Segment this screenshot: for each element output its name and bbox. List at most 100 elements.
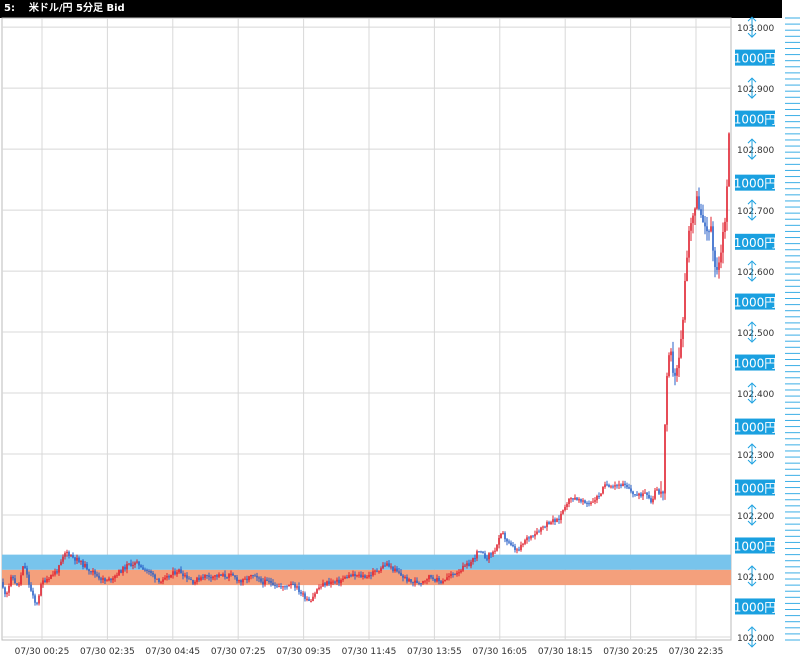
order-badge-label: 1000円 xyxy=(734,113,777,127)
candle-body xyxy=(726,186,728,222)
order-badge[interactable] xyxy=(735,49,775,66)
candle-body xyxy=(136,561,138,563)
candle-body xyxy=(284,586,286,588)
candle-body xyxy=(246,578,248,581)
candle-body xyxy=(534,534,536,537)
candle-body xyxy=(724,221,726,233)
candle-body xyxy=(408,579,410,582)
candle-body xyxy=(168,576,170,578)
candle-body xyxy=(460,570,462,573)
candle-body xyxy=(716,267,718,270)
candle-body xyxy=(96,574,98,576)
candle-body xyxy=(94,570,96,575)
candle-body xyxy=(548,522,550,525)
candle-body xyxy=(100,578,102,580)
candle-body xyxy=(332,581,334,583)
candle-body xyxy=(304,593,306,599)
order-badge[interactable] xyxy=(735,354,775,371)
ladder-arrow-head xyxy=(747,398,757,404)
candle-body xyxy=(456,572,458,575)
order-badge[interactable] xyxy=(735,110,775,127)
candle-body xyxy=(68,551,70,556)
candle-body xyxy=(680,338,682,358)
candle-body xyxy=(338,579,340,584)
candle-body xyxy=(386,563,388,566)
candle-body xyxy=(500,533,502,538)
y-tick-label: 102.600 xyxy=(737,268,774,278)
candle-body xyxy=(372,571,374,576)
ladder-arrow-head xyxy=(747,93,757,99)
candle-body xyxy=(206,574,208,576)
candle-body xyxy=(434,578,436,582)
candle-body xyxy=(542,526,544,528)
candle-body xyxy=(646,492,648,496)
candle-body xyxy=(496,544,498,551)
candle-body xyxy=(578,499,580,501)
candle-body xyxy=(286,586,288,588)
order-badge-label: 1000円 xyxy=(734,296,777,310)
candle-body xyxy=(74,557,76,561)
order-badge[interactable] xyxy=(735,233,775,250)
candle-body xyxy=(128,563,130,565)
candle-body xyxy=(294,584,296,588)
candle-body xyxy=(448,575,450,578)
candle-body xyxy=(16,583,18,585)
order-badge[interactable] xyxy=(735,479,775,496)
candle-body xyxy=(626,484,628,488)
candle-body xyxy=(58,565,60,573)
candle-body xyxy=(244,578,246,580)
candle-body xyxy=(152,572,154,575)
candle-body xyxy=(494,550,496,552)
candle-body xyxy=(24,566,26,569)
x-tick-label: 07/30 04:45 xyxy=(145,647,200,657)
candle-body xyxy=(690,223,692,231)
candle-body xyxy=(322,583,324,587)
order-badge-label: 1000円 xyxy=(734,52,777,66)
order-badge[interactable] xyxy=(735,598,775,615)
order-badge[interactable] xyxy=(735,293,775,310)
x-tick-label: 07/30 18:15 xyxy=(538,647,593,657)
candle-body xyxy=(222,574,224,576)
candle-body xyxy=(64,553,66,557)
candle-body xyxy=(118,570,120,576)
candle-body xyxy=(260,578,262,582)
ladder-arrow-head xyxy=(747,260,757,266)
candle-body xyxy=(528,537,530,539)
candle-body xyxy=(6,592,8,595)
candle-body xyxy=(84,563,86,567)
candle-body xyxy=(538,531,540,533)
x-tick-label: 07/30 22:35 xyxy=(669,647,724,657)
candle-body xyxy=(620,484,622,487)
candle-body xyxy=(298,586,300,593)
candle-body xyxy=(224,574,226,578)
candle-body xyxy=(316,589,318,594)
candle-body xyxy=(240,580,242,583)
candle-body xyxy=(320,586,322,588)
candle-body xyxy=(114,575,116,579)
candle-body xyxy=(664,424,666,494)
candle-body xyxy=(194,581,196,584)
order-ladder[interactable]: 1000円 1000円 1000円 1000円 1000円 1000円 1000円 1000円… xyxy=(734,16,800,648)
order-badge[interactable] xyxy=(735,174,775,191)
candle-body xyxy=(226,577,228,579)
candle-body xyxy=(210,577,212,579)
candle-body xyxy=(216,575,218,577)
candle-body xyxy=(618,484,620,486)
candle-body xyxy=(14,578,16,584)
order-badge[interactable] xyxy=(735,537,775,554)
candle-body xyxy=(490,553,492,555)
candle-body xyxy=(354,574,356,577)
candle-body xyxy=(122,566,124,573)
candle-body xyxy=(266,579,268,581)
chart-title-bar: 5: 米ドル/円 5分足 Bid xyxy=(0,0,782,18)
candle-body xyxy=(78,557,80,562)
candle-body xyxy=(630,488,632,492)
candle-body xyxy=(220,574,222,576)
candle-body xyxy=(290,584,292,586)
order-badge[interactable] xyxy=(735,418,775,435)
candle-body xyxy=(364,575,366,578)
candle-body xyxy=(382,565,384,569)
candle-body xyxy=(62,556,64,562)
candle-body xyxy=(660,491,662,494)
